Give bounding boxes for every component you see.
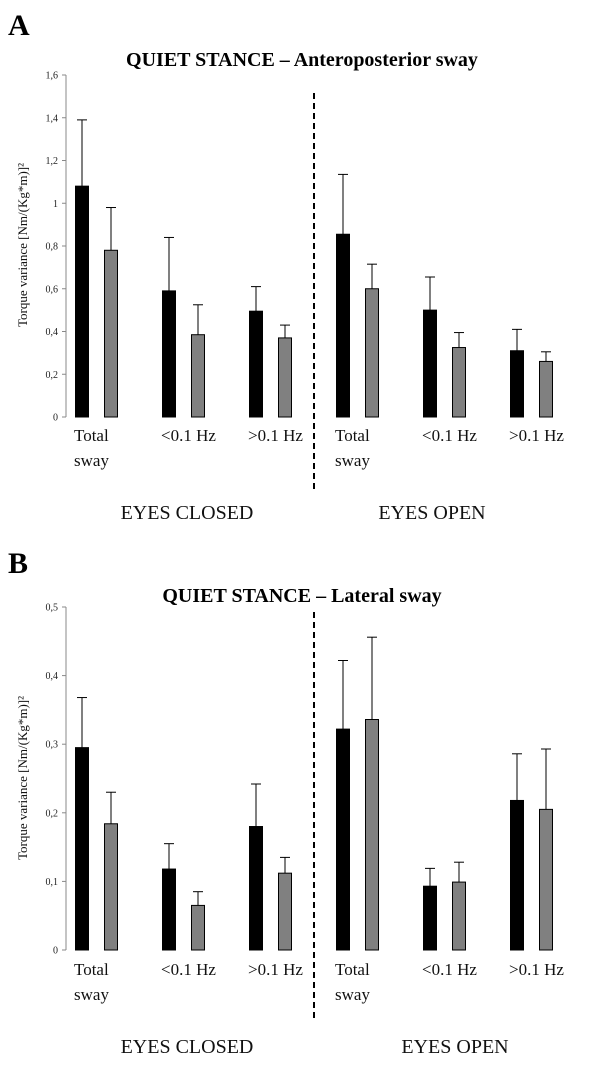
category-label: sway [74, 451, 109, 470]
chart-title: QUIET STANCE – Lateral sway [162, 585, 441, 607]
category-label: >0.1 Hz [509, 960, 564, 979]
panel-b: B QUIET STANCE – Lateral sway 0 0,1 0,2 0,3 0,… [8, 547, 564, 1058]
category-label: sway [74, 985, 109, 1004]
y-tick-label: 1,2 [46, 156, 59, 167]
category-label: <0.1 Hz [161, 426, 216, 445]
bar [423, 309, 437, 418]
y-tick-label: 0,1 [46, 877, 59, 888]
y-tick-label: 0 [53, 413, 58, 424]
panel-a: A QUIET STANCE – Anteroposterior sway 0 0,2… [8, 9, 564, 524]
category-label: Total [74, 426, 109, 445]
y-tick-label: 0,6 [46, 284, 59, 295]
y-tick-label: 0,2 [46, 370, 59, 381]
category-label: >0.1 Hz [248, 960, 303, 979]
bar [191, 334, 205, 418]
bar [278, 872, 292, 951]
y-tick-label: 0,3 [46, 740, 59, 751]
category-label: sway [335, 985, 370, 1004]
bar [452, 881, 466, 951]
bar [423, 885, 437, 951]
bar [278, 337, 292, 418]
group-label: EYES CLOSED [121, 502, 254, 524]
y-tick-label: 0,4 [46, 327, 59, 338]
group-label: EYES OPEN [378, 502, 485, 524]
bar [104, 823, 118, 951]
y-tick-label: 0,5 [46, 603, 59, 614]
bar [75, 747, 89, 951]
y-tick-label: 0,8 [46, 242, 59, 253]
bar [510, 350, 524, 418]
category-label: >0.1 Hz [248, 426, 303, 445]
y-tick-label: 1,4 [46, 113, 59, 124]
category-label: <0.1 Hz [422, 960, 477, 979]
category-label: Total [74, 960, 109, 979]
group-label: EYES CLOSED [121, 1036, 254, 1058]
category-label: Total [335, 960, 370, 979]
bar [104, 249, 118, 418]
bar [162, 868, 176, 951]
bar [191, 904, 205, 951]
bar [539, 360, 553, 418]
bar [452, 347, 466, 418]
panel-letter: B [8, 547, 28, 580]
group-label: EYES OPEN [401, 1036, 508, 1058]
bar [162, 290, 176, 418]
y-tick-label: 1,6 [46, 71, 59, 82]
category-label: <0.1 Hz [161, 960, 216, 979]
bar [249, 826, 263, 951]
y-axis-label: Torque variance [Nm/(Kg*m)]² [15, 696, 30, 860]
y-tick-label: 0,4 [46, 671, 59, 682]
bar [365, 288, 379, 418]
bar [336, 728, 350, 951]
y-tick-label: 0,2 [46, 808, 59, 819]
category-label: >0.1 Hz [509, 426, 564, 445]
bar [539, 808, 553, 951]
category-label: Total [335, 426, 370, 445]
bar [510, 799, 524, 951]
bar [336, 233, 350, 418]
category-label: <0.1 Hz [422, 426, 477, 445]
bar [75, 185, 89, 418]
chart-title: QUIET STANCE – Anteroposterior sway [126, 49, 478, 71]
bar [365, 719, 379, 951]
y-tick-label: 1 [53, 199, 58, 210]
panel-letter: A [8, 9, 30, 42]
bar [249, 310, 263, 418]
y-tick-label: 0 [53, 946, 58, 957]
category-label: sway [335, 451, 370, 470]
y-axis-label: Torque variance [Nm/(Kg*m)]² [15, 163, 30, 327]
